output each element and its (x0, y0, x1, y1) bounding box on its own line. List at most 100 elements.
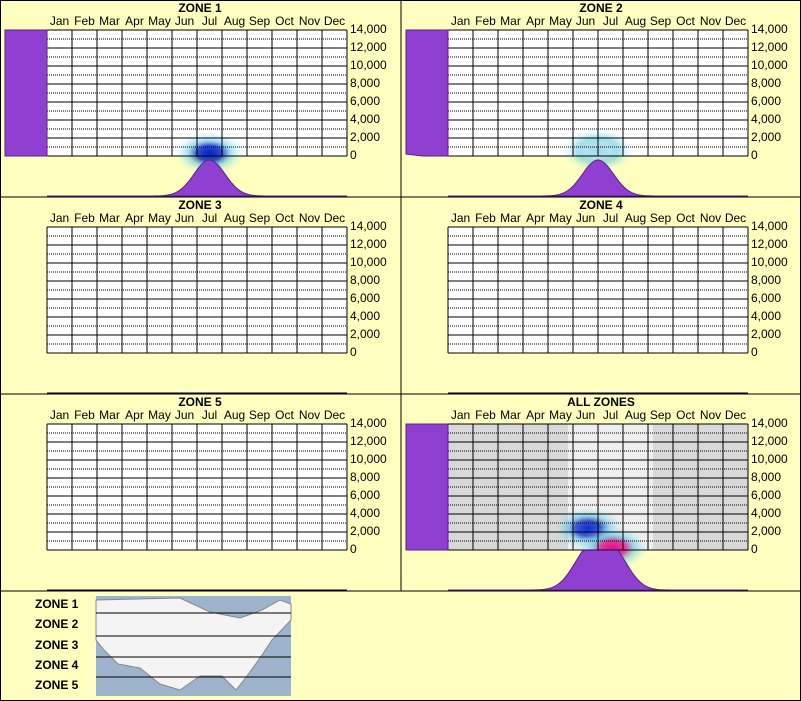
y-tick-label: 14,000 (751, 416, 788, 430)
zone-label: ZONE 5 (35, 678, 79, 692)
month-label: May (549, 408, 572, 422)
y-tick-label: 2,000 (350, 130, 380, 144)
y-tick-label: 14,000 (751, 22, 788, 36)
month-label: May (148, 14, 171, 28)
y-tick-label: 8,000 (751, 273, 781, 287)
month-label: Apr (125, 408, 144, 422)
y-tick-label: 6,000 (350, 488, 380, 502)
zone-label: ZONE 4 (35, 658, 79, 672)
y-tick-label: 10,000 (751, 452, 788, 466)
y-tick-label: 10,000 (350, 452, 387, 466)
month-label: Oct (676, 211, 695, 225)
month-label: Jul (603, 211, 618, 225)
month-label: Jan (451, 211, 470, 225)
y-tick-label: 0 (751, 345, 758, 359)
y-tick-label: 0 (751, 148, 758, 162)
panel-title: ZONE 2 (579, 1, 623, 15)
y-tick-label: 4,000 (751, 112, 781, 126)
month-label: Dec (725, 408, 746, 422)
month-label: Oct (676, 408, 695, 422)
y-tick-label: 0 (350, 148, 357, 162)
month-label: Jul (603, 408, 618, 422)
y-tick-label: 12,000 (751, 434, 788, 448)
zone-label: ZONE 2 (35, 617, 79, 631)
month-label: Sep (249, 408, 271, 422)
month-label: Mar (500, 14, 521, 28)
month-label: Mar (99, 14, 120, 28)
map-land (95, 597, 292, 691)
panel-title: ALL ZONES (567, 395, 635, 409)
y-tick-label: 14,000 (350, 22, 387, 36)
panel-title: ZONE 3 (178, 198, 222, 212)
month-label: Dec (324, 408, 345, 422)
month-label: Nov (700, 408, 721, 422)
y-tick-label: 12,000 (350, 434, 387, 448)
y-tick-label: 12,000 (751, 40, 788, 54)
month-label: Jun (175, 211, 194, 225)
month-label: Aug (224, 211, 245, 225)
month-label: Jun (175, 14, 194, 28)
elevation-density (4, 29, 48, 157)
month-label: Nov (299, 14, 320, 28)
month-label: Apr (125, 211, 144, 225)
zone-label: ZONE 1 (35, 597, 79, 611)
month-label: Dec (725, 14, 746, 28)
month-label: Feb (74, 14, 95, 28)
y-tick-label: 10,000 (350, 58, 387, 72)
y-tick-label: 4,000 (350, 112, 380, 126)
month-label: Nov (700, 211, 721, 225)
month-label: Jun (175, 408, 194, 422)
panel-border (400, 393, 801, 592)
month-label: Jan (50, 408, 69, 422)
month-label: Sep (650, 14, 672, 28)
month-label: Oct (275, 211, 294, 225)
y-tick-label: 0 (751, 542, 758, 556)
elevation-density (405, 423, 449, 551)
month-label: Nov (700, 14, 721, 28)
y-tick-label: 4,000 (350, 309, 380, 323)
month-label: Jan (451, 408, 470, 422)
y-tick-label: 0 (350, 345, 357, 359)
y-tick-label: 14,000 (751, 219, 788, 233)
y-tick-label: 2,000 (751, 130, 781, 144)
y-tick-label: 2,000 (751, 327, 781, 341)
month-label: Jan (50, 14, 69, 28)
y-tick-label: 10,000 (751, 58, 788, 72)
month-label: Feb (475, 14, 496, 28)
y-tick-label: 6,000 (751, 488, 781, 502)
month-label: May (549, 14, 572, 28)
y-tick-label: 8,000 (350, 273, 380, 287)
elevation-density (405, 29, 449, 157)
hotspot (174, 131, 246, 175)
month-density (448, 549, 748, 591)
y-tick-label: 10,000 (350, 255, 387, 269)
month-label: Feb (475, 408, 496, 422)
month-label: Nov (299, 211, 320, 225)
month-label: Aug (224, 14, 245, 28)
month-label: Jun (576, 14, 595, 28)
month-label: Dec (324, 14, 345, 28)
month-label: Oct (676, 14, 695, 28)
month-label: Mar (99, 408, 120, 422)
month-label: Sep (650, 408, 672, 422)
month-density (448, 159, 748, 197)
month-label: Jul (202, 14, 217, 28)
month-label: May (148, 211, 171, 225)
month-label: Jul (202, 211, 217, 225)
month-label: Nov (299, 408, 320, 422)
month-label: Aug (625, 14, 646, 28)
month-label: Jul (603, 14, 618, 28)
month-label: Sep (650, 211, 672, 225)
month-label: Jun (576, 211, 595, 225)
month-label: Feb (74, 408, 95, 422)
y-tick-label: 4,000 (751, 506, 781, 520)
y-tick-label: 2,000 (350, 524, 380, 538)
y-tick-label: 14,000 (350, 416, 387, 430)
month-label: Jan (451, 14, 470, 28)
month-label: Jul (202, 408, 217, 422)
month-label: Apr (526, 408, 545, 422)
y-tick-label: 12,000 (751, 237, 788, 251)
y-tick-label: 2,000 (350, 327, 380, 341)
y-tick-label: 8,000 (350, 470, 380, 484)
